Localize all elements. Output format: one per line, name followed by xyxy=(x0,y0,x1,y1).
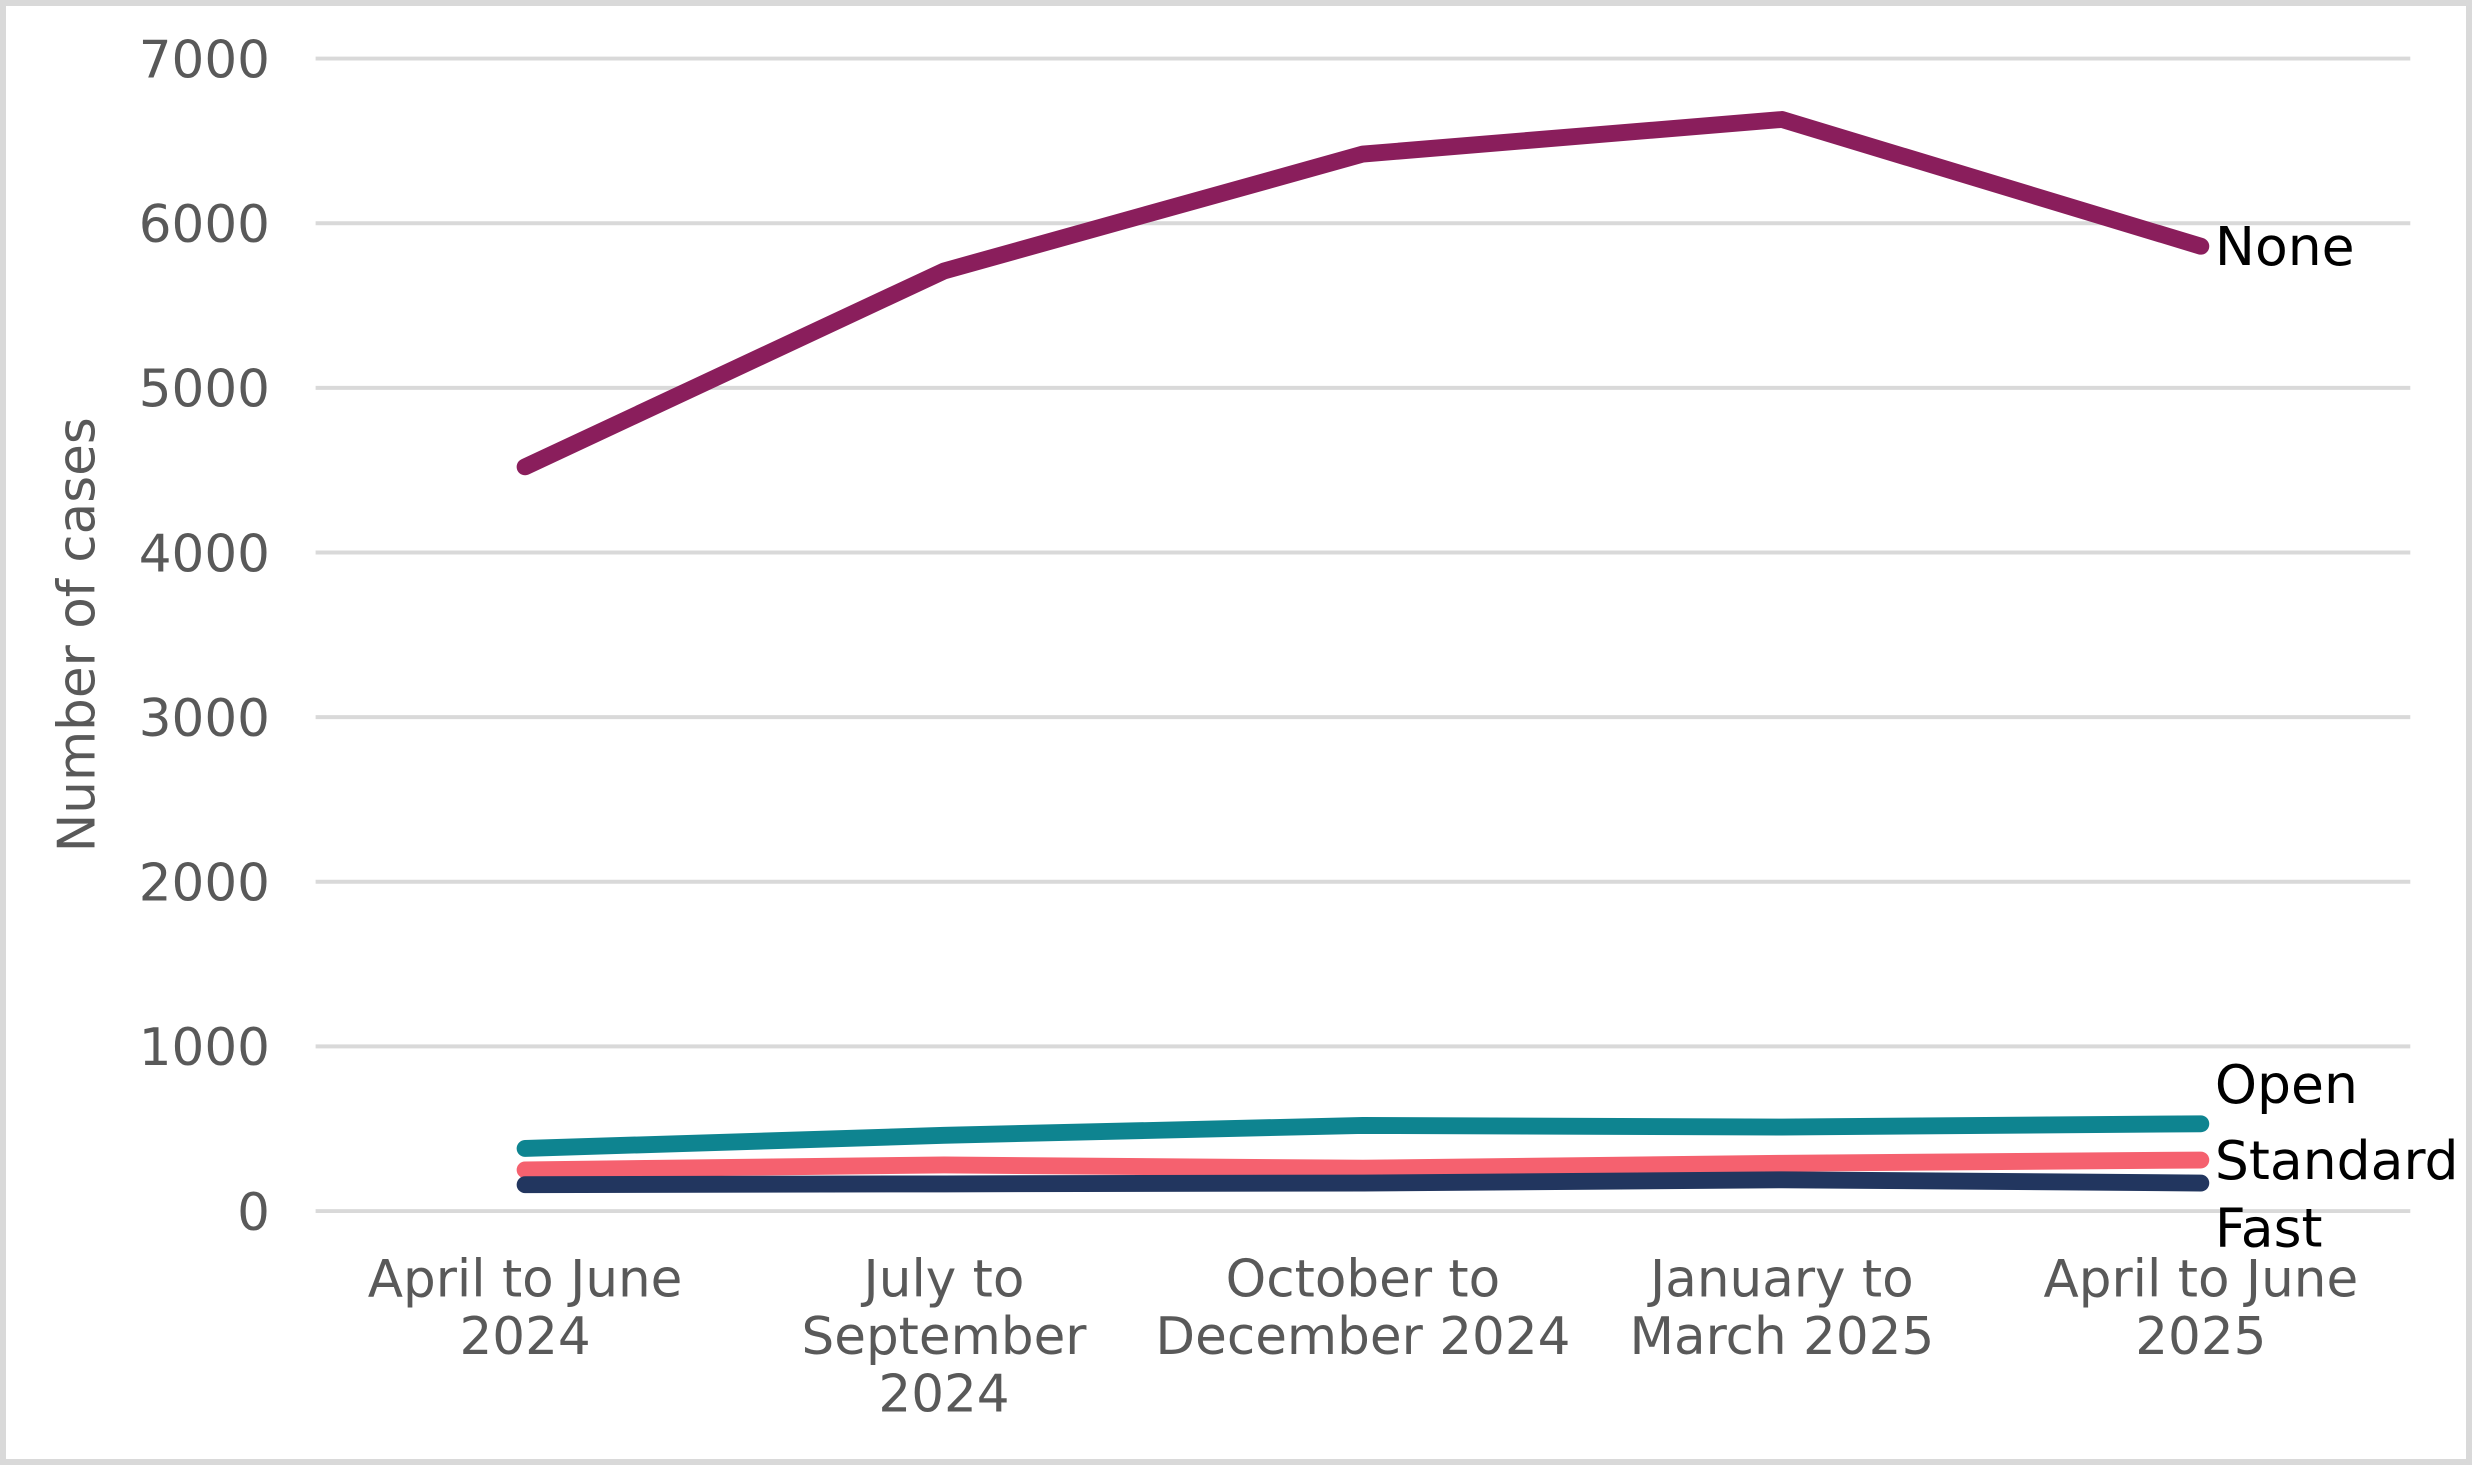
series-label-open: Open xyxy=(2215,1053,2358,1116)
y-tick-label-3000: 3000 xyxy=(139,689,270,749)
y-axis-tick-labels-group: 0 1000 2000 3000 4000 5000 6000 7000 xyxy=(139,30,270,1242)
series-line-none xyxy=(516,111,2210,476)
series-line-standard xyxy=(516,1151,2210,1179)
series-label-fast: Fast xyxy=(2215,1197,2323,1260)
y-tick-label-6000: 6000 xyxy=(139,195,270,255)
x-tick-label-3: January to March 2025 xyxy=(1629,1249,1934,1367)
y-tick-label-5000: 5000 xyxy=(139,360,270,420)
series-line-fast xyxy=(516,1171,2210,1194)
series-label-none: None xyxy=(2215,215,2355,278)
y-axis-title: Number of cases xyxy=(47,417,107,852)
y-tick-label-7000: 7000 xyxy=(139,30,270,90)
y-tick-label-1000: 1000 xyxy=(139,1018,270,1078)
x-tick-label-0: April to June 2024 xyxy=(368,1249,683,1367)
line-chart-svg: 0 1000 2000 3000 4000 5000 6000 7000 April to J… xyxy=(47,30,2459,1424)
y-tick-label-2000: 2000 xyxy=(139,854,270,914)
y-tick-label-0: 0 xyxy=(237,1183,270,1243)
gridlines-group xyxy=(315,56,2411,1214)
x-axis-tick-labels-group: April to June 2024 July to September 2024 Oct… xyxy=(368,1249,2358,1424)
x-tick-label-2: October to December 2024 xyxy=(1155,1249,1570,1367)
x-tick-label-1: July to September 2024 xyxy=(802,1249,1088,1424)
series-label-standard: Standard xyxy=(2215,1129,2459,1192)
series-line-open xyxy=(516,1115,2210,1157)
series-lines-group xyxy=(516,111,2210,1194)
x-tick-label-4: April to June 2025 xyxy=(2043,1249,2358,1367)
y-tick-label-4000: 4000 xyxy=(139,524,270,584)
